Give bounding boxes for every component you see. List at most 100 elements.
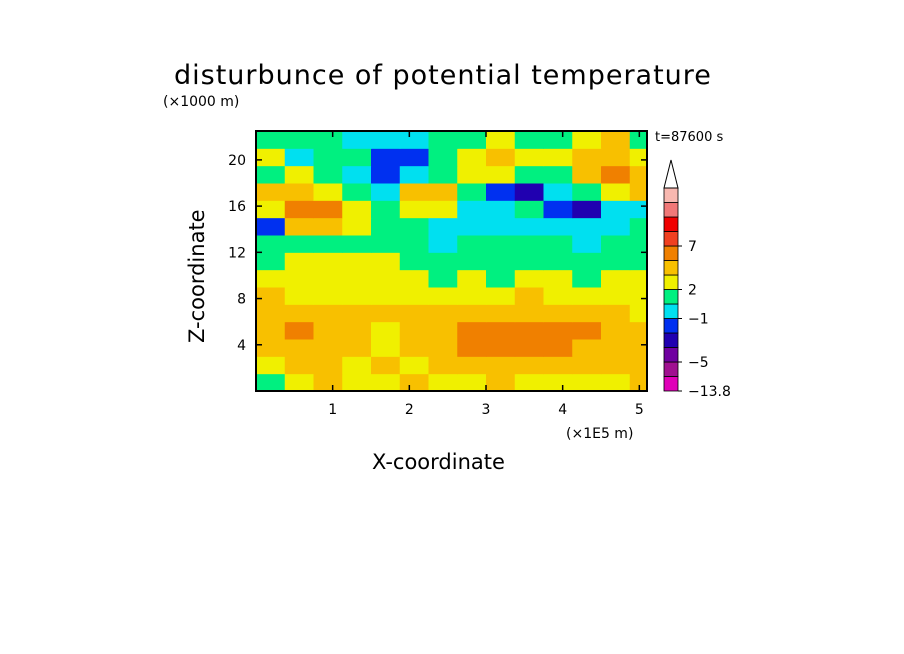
field-cell (428, 183, 458, 201)
field-cell (371, 339, 401, 357)
field-cell (371, 269, 401, 288)
field-cell (514, 235, 544, 253)
field-cell (284, 287, 314, 305)
field-cell (601, 183, 631, 201)
y-tick-label: 12 (228, 245, 246, 261)
field-cell (514, 321, 544, 340)
field-cell (284, 235, 314, 253)
field-cell (428, 131, 458, 149)
field-cell (428, 339, 458, 357)
field-cell (342, 200, 372, 219)
field-cell (399, 269, 429, 288)
field-cell (514, 165, 544, 184)
field-cell (428, 252, 458, 271)
field-cell (629, 373, 648, 392)
colorbar-label: 7 (688, 239, 697, 255)
field-cell (543, 269, 573, 288)
colorbar-segment (663, 376, 679, 392)
field-cell (629, 356, 648, 375)
colorbar-segment (663, 260, 679, 276)
field-cell (629, 131, 648, 149)
field-cell (457, 148, 487, 167)
field-cell (572, 269, 602, 288)
field-cell (457, 373, 487, 392)
chart-title: disturbunce of potential temperature (174, 60, 712, 91)
field-cell (256, 131, 286, 149)
field-cell (601, 373, 631, 392)
field-cell (256, 321, 286, 340)
field-cell (629, 321, 648, 340)
field-cell (629, 287, 648, 305)
x-tick-label: 4 (558, 402, 567, 418)
colorbar-segment (663, 289, 679, 305)
field-cell (313, 148, 343, 167)
field-cell (543, 287, 573, 305)
field-cell (428, 148, 458, 167)
colorbar-label: 2 (688, 283, 697, 299)
field-cell (457, 235, 487, 253)
contour-field (256, 131, 648, 392)
field-cell (284, 217, 314, 236)
field-cell (313, 131, 343, 149)
field-cell (342, 217, 372, 236)
field-cell (572, 339, 602, 357)
field-cell (313, 217, 343, 236)
field-cell (601, 131, 631, 149)
field-cell (284, 131, 314, 149)
field-cell (371, 287, 401, 305)
field-cell (313, 235, 343, 253)
field-cell (514, 269, 544, 288)
field-cell (601, 200, 631, 219)
colorbar-segment (663, 318, 679, 334)
field-cell (256, 200, 286, 219)
field-cell (572, 165, 602, 184)
field-cell (428, 356, 458, 375)
field-cell (601, 321, 631, 340)
field-cell (371, 131, 401, 149)
field-cell (457, 131, 487, 149)
field-cell (514, 373, 544, 392)
field-cell (256, 304, 286, 323)
field-cell (256, 356, 286, 375)
field-cell (514, 183, 544, 201)
y-tick-label: 4 (237, 338, 246, 354)
field-cell (256, 183, 286, 201)
field-cell (342, 165, 372, 184)
field-cell (371, 304, 401, 323)
field-cell (342, 321, 372, 340)
field-cell (601, 356, 631, 375)
field-cell (313, 200, 343, 219)
field-cell (486, 252, 516, 271)
field-cell (342, 235, 372, 253)
field-cell (399, 200, 429, 219)
field-cell (284, 200, 314, 219)
field-cell (601, 217, 631, 236)
field-cell (601, 339, 631, 357)
colorbar-label: −1 (688, 312, 709, 328)
field-cell (399, 373, 429, 392)
field-cell (342, 339, 372, 357)
field-cell (486, 287, 516, 305)
field-cell (629, 165, 648, 184)
field-cell (284, 252, 314, 271)
colorbar-segment (663, 274, 679, 290)
field-cell (342, 373, 372, 392)
field-cell (514, 148, 544, 167)
field-cell (256, 165, 286, 184)
colorbar: 7 2 −1 −5 −13.8 (663, 159, 731, 400)
field-cell (256, 252, 286, 271)
colorbar-segment (663, 245, 679, 261)
field-cell (399, 131, 429, 149)
field-cell (629, 217, 648, 236)
field-cell (284, 339, 314, 357)
field-cell (313, 356, 343, 375)
field-cell (428, 235, 458, 253)
field-cell (486, 165, 516, 184)
field-cell (428, 200, 458, 219)
field-cell (572, 235, 602, 253)
field-cell (428, 304, 458, 323)
field-cell (486, 269, 516, 288)
field-cell (457, 304, 487, 323)
